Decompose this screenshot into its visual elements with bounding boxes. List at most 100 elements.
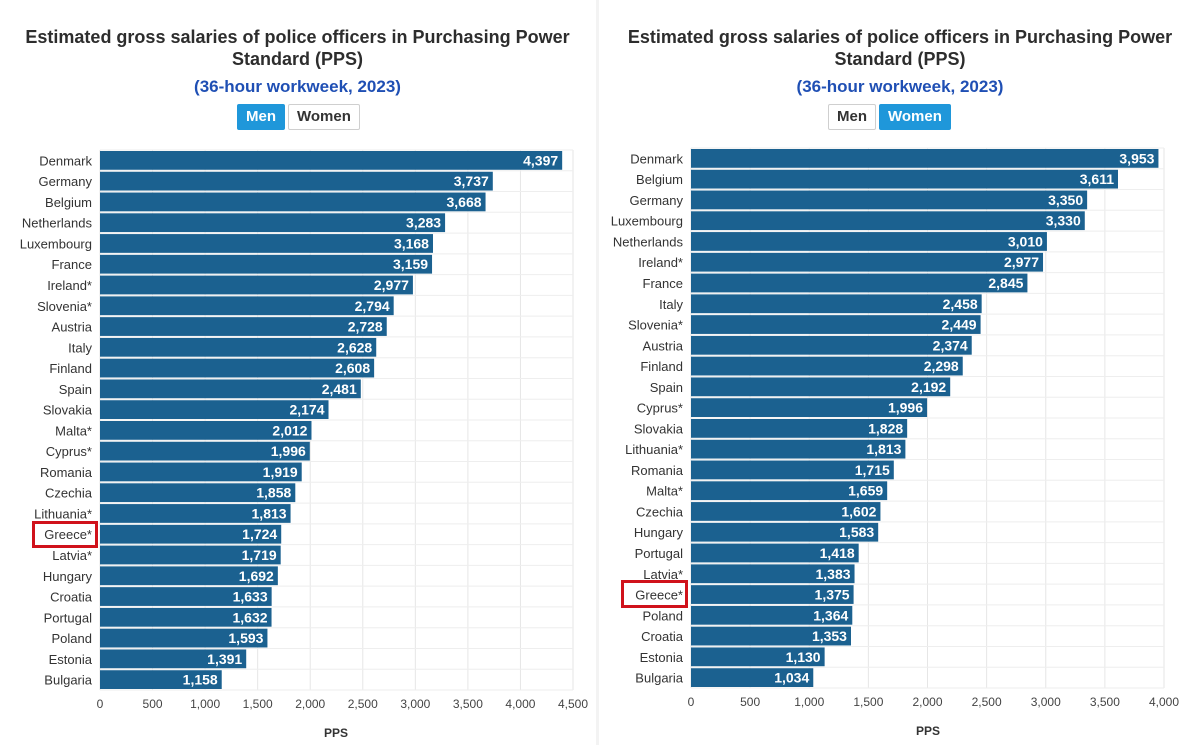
bar[interactable] (100, 337, 377, 357)
bar-value-label: 1,633 (233, 589, 268, 605)
bar[interactable] (691, 626, 851, 646)
men-toggle-button[interactable]: Men (237, 104, 285, 130)
x-tick-label: 1,500 (243, 697, 273, 711)
bar-value-label: 3,668 (447, 194, 482, 210)
category-label: Romania (631, 463, 684, 478)
bar[interactable] (691, 232, 1047, 251)
bar-value-label: 1,724 (242, 526, 277, 542)
bar[interactable] (691, 294, 982, 314)
bar[interactable] (100, 587, 272, 606)
bar[interactable] (100, 421, 312, 440)
category-label: Italy (659, 297, 683, 312)
bar[interactable] (100, 254, 433, 274)
x-tick-label: 1,000 (190, 697, 220, 711)
x-tick-label: 2,500 (972, 695, 1002, 709)
bar-value-label: 1,715 (855, 462, 890, 478)
bar-value-label: 1,719 (242, 547, 277, 563)
category-label: Finland (640, 359, 683, 374)
bar[interactable] (100, 649, 247, 669)
women-toggle-button[interactable]: Women (879, 104, 951, 130)
bar[interactable] (691, 356, 963, 376)
bar[interactable] (691, 398, 928, 417)
bar[interactable] (691, 564, 855, 584)
bar-value-label: 1,996 (271, 443, 306, 459)
bar[interactable] (100, 566, 278, 586)
x-tick-label: 1,500 (853, 695, 883, 709)
bar[interactable] (100, 400, 329, 419)
bar[interactable] (100, 504, 291, 523)
bar[interactable] (100, 151, 563, 170)
bar[interactable] (691, 647, 825, 667)
bar[interactable] (691, 252, 1044, 272)
bar[interactable] (691, 543, 859, 563)
bar[interactable] (691, 605, 853, 625)
bar[interactable] (100, 358, 375, 378)
bar[interactable] (100, 545, 281, 565)
bar[interactable] (691, 439, 906, 459)
bar[interactable] (100, 275, 413, 295)
bar-value-label: 1,602 (841, 503, 876, 519)
bar[interactable] (100, 192, 486, 212)
bar[interactable] (100, 379, 361, 399)
bar[interactable] (691, 315, 981, 334)
bar[interactable] (691, 149, 1159, 168)
bar[interactable] (100, 483, 296, 503)
bar[interactable] (691, 522, 879, 542)
bar-value-label: 1,813 (252, 505, 287, 521)
bar[interactable] (691, 211, 1085, 231)
bar[interactable] (691, 585, 854, 604)
bar[interactable] (100, 607, 272, 627)
category-label: Spain (59, 382, 92, 397)
bar-value-label: 2,845 (988, 275, 1023, 291)
greece-highlight-box (621, 580, 688, 608)
bar-value-label: 1,364 (813, 607, 848, 623)
bar[interactable] (100, 524, 282, 544)
bar[interactable] (100, 296, 394, 316)
category-label: Greece* (44, 527, 92, 542)
women-toggle-button[interactable]: Women (288, 104, 360, 130)
x-tick-label: 4,000 (505, 697, 535, 711)
bar-value-label: 2,977 (1004, 254, 1039, 270)
x-tick-label: 3,500 (453, 697, 483, 711)
category-label: Poland (52, 631, 92, 646)
bar[interactable] (100, 234, 433, 253)
bar[interactable] (100, 441, 310, 461)
bar[interactable] (100, 317, 387, 336)
bar-value-label: 2,608 (335, 360, 370, 376)
category-label: Hungary (43, 569, 93, 584)
category-label: Slovakia (634, 421, 684, 436)
category-label: Luxembourg (611, 214, 683, 229)
bar[interactable] (691, 335, 972, 355)
bar[interactable] (691, 377, 951, 397)
bar[interactable] (691, 668, 814, 687)
bar-value-label: 1,418 (820, 545, 855, 561)
men-toggle-button[interactable]: Men (828, 104, 876, 130)
bar[interactable] (691, 460, 894, 480)
bar[interactable] (691, 419, 908, 438)
bar[interactable] (100, 628, 268, 648)
bar-value-label: 1,919 (263, 464, 298, 480)
x-tick-label: 2,000 (912, 695, 942, 709)
bar[interactable] (691, 190, 1088, 210)
bar-value-label: 2,012 (272, 422, 307, 438)
bar[interactable] (100, 213, 446, 233)
bar-value-label: 2,174 (289, 402, 324, 418)
category-label: Spain (650, 380, 683, 395)
bar-value-label: 2,977 (374, 277, 409, 293)
x-tick-label: 2,000 (295, 697, 325, 711)
bar[interactable] (100, 670, 222, 689)
bar-value-label: 1,593 (228, 630, 263, 646)
bar-value-label: 2,192 (911, 379, 946, 395)
category-label: Czechia (636, 504, 684, 519)
x-axis-title: PPS (916, 724, 941, 738)
bar[interactable] (691, 169, 1119, 189)
bar[interactable] (691, 481, 888, 501)
bar-value-label: 2,481 (322, 381, 357, 397)
bar[interactable] (100, 171, 493, 191)
category-label: Malta* (55, 423, 92, 438)
bar-value-label: 1,858 (256, 485, 291, 501)
bar[interactable] (691, 273, 1028, 293)
bar[interactable] (691, 502, 881, 521)
bar[interactable] (100, 462, 302, 482)
bar-value-label: 2,374 (933, 337, 968, 353)
